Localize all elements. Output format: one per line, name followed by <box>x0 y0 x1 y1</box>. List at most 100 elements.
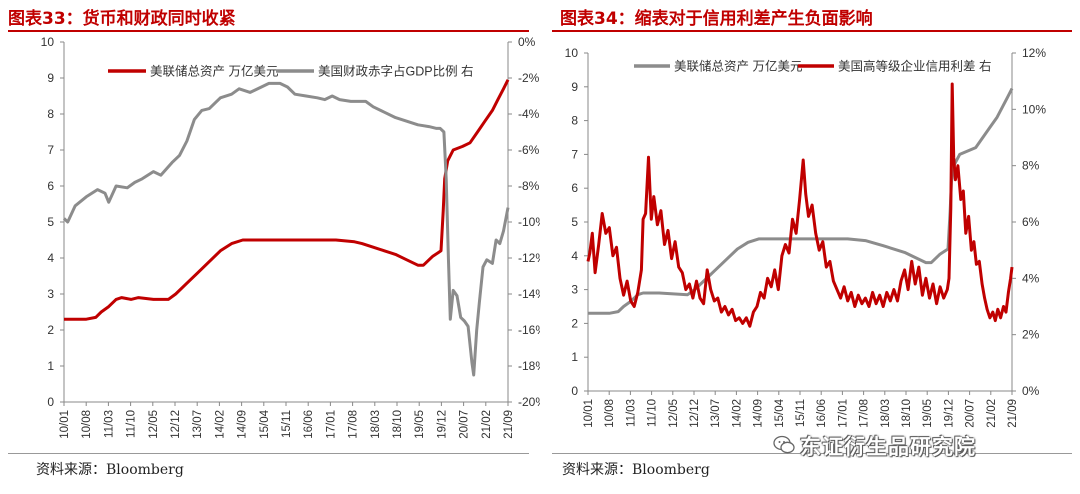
x-tick-label: 17/01 <box>325 410 337 439</box>
right-tick-label: 10% <box>1022 102 1046 116</box>
x-tick-label: 13/07 <box>192 410 204 439</box>
right-tick-label: 0% <box>518 35 536 49</box>
right-tick-label: -8% <box>518 179 540 193</box>
right-tick-label: -16% <box>518 323 540 337</box>
left-tick-label: 9 <box>571 80 578 94</box>
x-tick-label: 19/12 <box>943 399 955 428</box>
x-tick-label: 20/07 <box>459 410 471 439</box>
legend-label: 美国财政赤字占GDP比例 右 <box>318 64 474 79</box>
x-tick-label: 20/07 <box>965 399 977 428</box>
right-tick-label: -2% <box>518 71 540 85</box>
x-tick-label: 17/08 <box>348 410 360 439</box>
x-tick-label: 11/03 <box>625 399 637 427</box>
x-tick-label: 12/05 <box>148 410 160 439</box>
x-tick-label: 21/02 <box>481 410 493 439</box>
right-tick-label: -20% <box>518 395 540 409</box>
wechat-logo-icon <box>773 435 795 454</box>
left-tick-label: 7 <box>47 143 54 157</box>
x-tick-label: 18/03 <box>880 399 892 428</box>
chart-34-plot: 0 1 2 3 4 5 6 7 8 9 10 0% 2% 4% 6% 8% 10% 12% 10/01 10/08 11… <box>565 46 1047 428</box>
x-tick-label: 21/02 <box>986 399 998 428</box>
x-tick-label: 11/10 <box>647 399 659 427</box>
right-tick-label: -12% <box>518 251 540 265</box>
left-tick-label: 6 <box>571 181 578 195</box>
figure-33-title: 图表33：货币和财政同时收紧 <box>8 9 236 29</box>
x-tick-label: 18/10 <box>901 399 913 428</box>
left-tick-label: 10 <box>565 46 579 60</box>
left-tick-label: 0 <box>571 384 578 398</box>
right-tick-label: 6% <box>1022 215 1040 229</box>
x-tick-label: 17/01 <box>837 399 849 428</box>
legend-label: 美联储总资产 万亿美元 <box>150 64 278 79</box>
x-tick-label: 12/12 <box>170 410 182 439</box>
left-tick-label: 0 <box>47 395 54 409</box>
figure-34-bottom-rule <box>552 453 1072 454</box>
x-tick-label: 10/01 <box>59 410 71 439</box>
figure-34-source: 资料来源：Bloomberg <box>562 462 710 478</box>
left-tick-label: 5 <box>47 215 54 229</box>
x-tick-label: 15/11 <box>795 399 807 427</box>
left-tick-label: 7 <box>571 147 578 161</box>
x-tick-label: 18/03 <box>370 410 382 439</box>
x-tick-label: 14/09 <box>237 410 249 439</box>
left-tick-label: 1 <box>571 350 578 364</box>
x-tick-label: 21/09 <box>1007 399 1019 428</box>
x-tick-label: 19/05 <box>414 410 426 439</box>
right-tick-label: 2% <box>1022 328 1040 342</box>
series-line <box>62 81 510 377</box>
x-tick-label: 10/08 <box>81 410 93 439</box>
x-tick-label: 16/06 <box>816 399 828 428</box>
x-tick-label: 12/12 <box>689 399 701 428</box>
left-tick-label: 2 <box>571 316 578 330</box>
x-tick-label: 19/12 <box>436 410 448 439</box>
x-tick-label: 15/04 <box>774 398 786 427</box>
x-tick-label: 15/11 <box>281 410 293 438</box>
right-tick-label: -10% <box>518 215 540 229</box>
figure-33-source: 资料来源：Bloomberg <box>36 462 184 478</box>
right-tick-label: -14% <box>518 287 540 301</box>
left-tick-label: 2 <box>47 323 54 337</box>
series-line <box>588 87 1014 315</box>
figure-33-title-rule <box>8 30 529 32</box>
x-tick-label: 17/08 <box>859 399 871 428</box>
left-tick-label: 8 <box>571 114 578 128</box>
right-tick-label: 0% <box>1022 384 1040 398</box>
figure-33-bottom-rule <box>8 453 529 454</box>
series-line <box>64 79 510 321</box>
figure-34-title: 图表34：缩表对于信用利差产生负面影响 <box>560 9 873 29</box>
left-tick-label: 5 <box>571 215 578 229</box>
legend-label: 美联储总资产 万亿美元 <box>674 59 802 74</box>
x-tick-label: 11/10 <box>126 410 138 438</box>
x-tick-label: 18/10 <box>392 410 404 439</box>
x-tick-label: 14/02 <box>214 410 226 439</box>
left-tick-label: 4 <box>47 251 54 265</box>
x-tick-label: 10/01 <box>583 399 595 428</box>
series-line <box>586 82 1014 328</box>
x-tick-label: 21/09 <box>503 410 515 439</box>
left-tick-label: 10 <box>41 35 55 49</box>
left-tick-label: 9 <box>47 71 54 85</box>
right-tick-label: -18% <box>518 359 540 373</box>
legend-label: 美国高等级企业信用利差 右 <box>838 59 991 74</box>
x-tick-label: 14/02 <box>731 399 743 428</box>
x-tick-label: 10/08 <box>604 399 616 428</box>
x-tick-label: 13/07 <box>710 399 722 428</box>
x-tick-label: 16/06 <box>303 410 315 439</box>
x-tick-label: 15/04 <box>259 409 271 438</box>
right-tick-label: 4% <box>1022 271 1040 285</box>
right-tick-label: -6% <box>518 143 540 157</box>
right-tick-label: 12% <box>1022 46 1046 60</box>
chart-33-plot: 0 1 2 3 4 5 6 7 8 9 10 -20% -18% -16% -14% -12% -10% -8% -… <box>41 35 540 439</box>
left-tick-label: 1 <box>47 359 54 373</box>
left-tick-label: 8 <box>47 107 54 121</box>
x-tick-label: 12/05 <box>668 399 680 428</box>
figure-34-title-rule <box>552 30 1072 32</box>
x-tick-label: 19/05 <box>922 399 934 428</box>
left-tick-label: 3 <box>47 287 54 301</box>
watermark-text: 东证衍生品研究院 <box>800 435 976 459</box>
left-tick-label: 3 <box>571 283 578 297</box>
x-tick-label: 11/03 <box>103 410 115 438</box>
right-tick-label: 8% <box>1022 159 1040 173</box>
left-tick-label: 4 <box>571 249 578 263</box>
x-tick-label: 14/09 <box>753 399 765 428</box>
